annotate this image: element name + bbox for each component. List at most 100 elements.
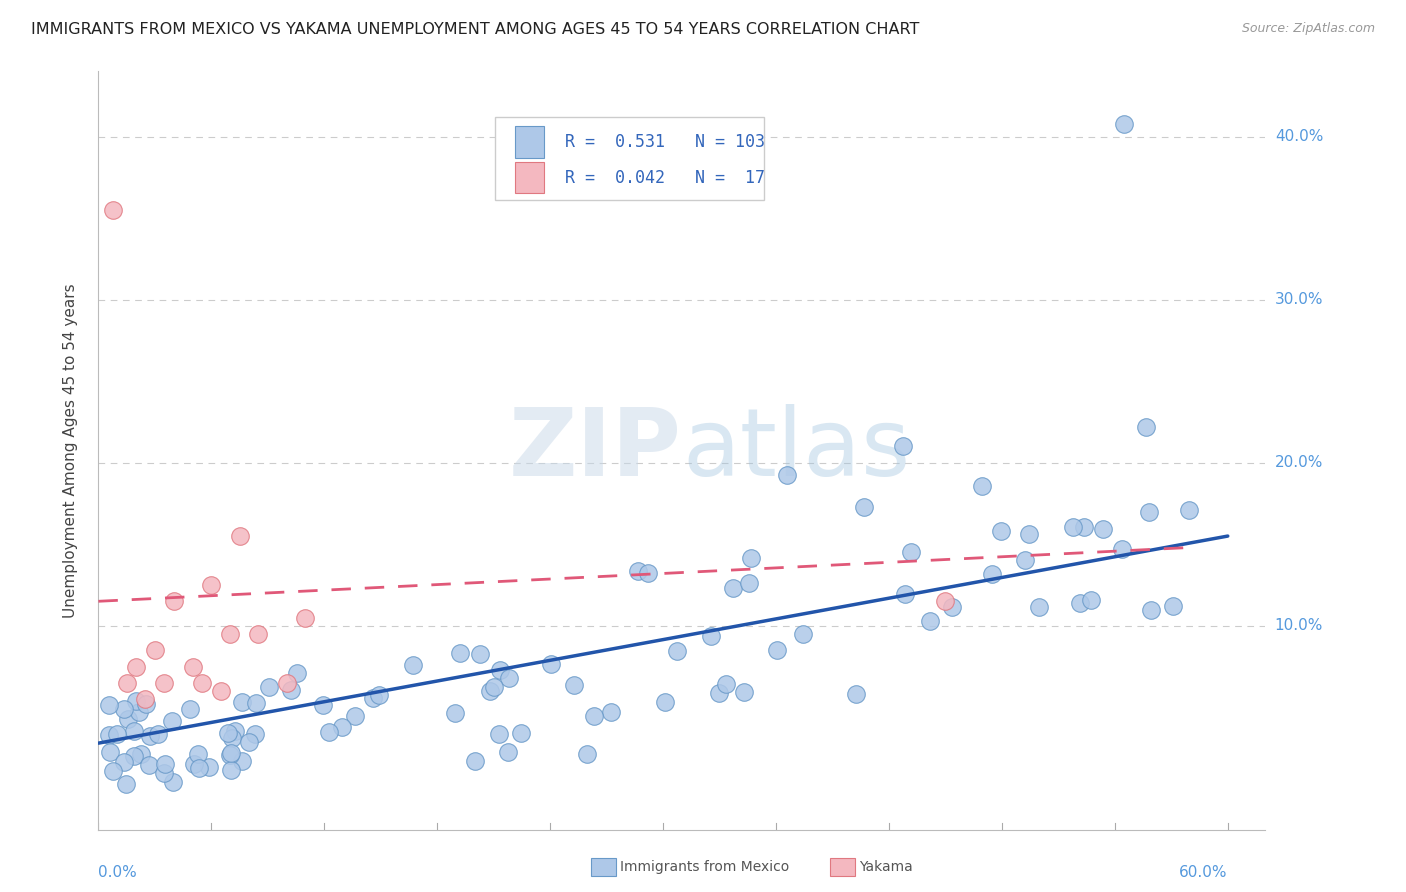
Point (540, 657, 562, 672)
Point (443, 706, 465, 720)
Point (125, 659, 148, 673)
Point (707, 685, 730, 699)
Point (1080, 593, 1102, 607)
Point (1073, 520, 1095, 534)
Point (105, 727, 128, 741)
Point (900, 545, 922, 559)
Point (257, 680, 280, 694)
Point (191, 675, 214, 690)
Point (163, 594, 186, 608)
Point (368, 688, 391, 702)
Point (224, 724, 246, 739)
Point (468, 647, 491, 661)
Point (129, 747, 152, 762)
Text: R =  0.531   N = 103: R = 0.531 N = 103 (565, 133, 765, 151)
Point (990, 524, 1012, 539)
Point (637, 566, 659, 581)
Point (231, 695, 253, 709)
Point (479, 684, 502, 698)
Point (402, 657, 425, 672)
Point (318, 725, 340, 739)
Text: 30.0%: 30.0% (1275, 293, 1323, 307)
Point (981, 567, 1004, 582)
Point (330, 720, 353, 734)
Point (280, 683, 302, 698)
Point (245, 696, 267, 710)
Text: ZIP: ZIP (509, 404, 682, 497)
Point (103, 202, 125, 217)
Point (228, 529, 250, 543)
Point (488, 663, 510, 677)
Point (600, 706, 623, 720)
Point (1062, 519, 1084, 533)
Point (918, 614, 941, 628)
Text: 0.0%: 0.0% (98, 865, 138, 880)
Point (115, 675, 138, 690)
Point (934, 594, 956, 608)
Point (576, 747, 599, 761)
Text: 20.0%: 20.0% (1275, 455, 1323, 470)
Point (112, 755, 135, 769)
Point (148, 727, 170, 741)
Text: Yakama: Yakama (859, 860, 912, 874)
Point (183, 756, 205, 771)
Point (181, 659, 204, 673)
Point (1092, 522, 1115, 536)
Text: 60.0%: 60.0% (1180, 865, 1227, 880)
Point (125, 694, 148, 708)
Point (1111, 542, 1133, 557)
Text: IMMIGRANTS FROM MEXICO VS YAKAMA UNEMPLOYMENT AMONG AGES 45 TO 54 YEARS CORRELAT: IMMIGRANTS FROM MEXICO VS YAKAMA UNEMPLO… (31, 22, 920, 37)
Point (128, 705, 150, 719)
Text: R =  0.042   N =  17: R = 0.042 N = 17 (565, 169, 765, 186)
Point (1018, 527, 1040, 541)
Point (155, 757, 177, 772)
Point (139, 729, 162, 743)
Point (1137, 505, 1160, 519)
Point (700, 629, 723, 643)
Point (122, 749, 145, 764)
Point (723, 581, 745, 595)
Point (344, 709, 367, 723)
Point (737, 576, 759, 591)
Point (844, 687, 866, 701)
Text: 10.0%: 10.0% (1275, 618, 1323, 633)
Point (138, 758, 160, 772)
Point (740, 550, 762, 565)
Point (217, 726, 239, 740)
Point (1069, 596, 1091, 610)
Point (666, 644, 689, 658)
Point (219, 747, 242, 762)
Point (231, 754, 253, 768)
Point (562, 677, 585, 691)
Point (97, 698, 120, 712)
Point (891, 438, 914, 452)
Point (893, 587, 915, 601)
FancyBboxPatch shape (515, 126, 544, 158)
Point (187, 747, 209, 761)
Point (776, 468, 799, 483)
Point (488, 727, 510, 741)
Point (112, 702, 135, 716)
Point (294, 610, 316, 624)
Point (134, 692, 156, 706)
Point (187, 761, 209, 775)
Point (221, 731, 243, 746)
FancyBboxPatch shape (515, 161, 544, 194)
Point (498, 671, 520, 685)
Point (766, 643, 789, 657)
Point (972, 479, 994, 493)
Point (122, 724, 145, 739)
Point (162, 774, 184, 789)
Point (1028, 600, 1050, 615)
Point (115, 777, 138, 791)
Point (135, 697, 157, 711)
Point (510, 726, 533, 740)
Point (219, 763, 242, 777)
Point (626, 565, 648, 579)
Point (143, 643, 166, 657)
Point (276, 675, 298, 690)
Point (247, 627, 270, 641)
Point (117, 712, 139, 726)
Point (160, 714, 183, 729)
Point (97, 728, 120, 742)
